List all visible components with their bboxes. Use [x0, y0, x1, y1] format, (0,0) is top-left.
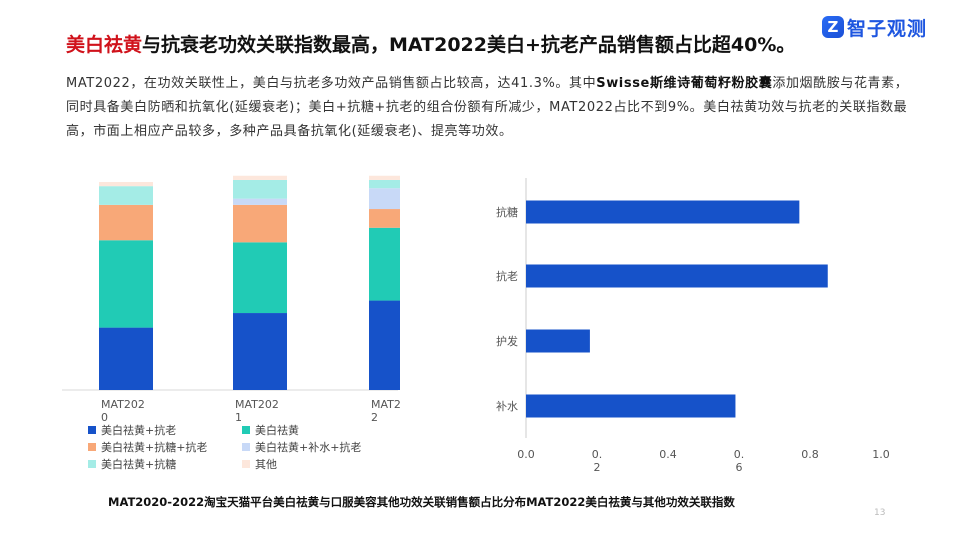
- x-tick-label-2-line0: 0.4: [659, 448, 677, 461]
- bar-segment-mat2020-s5: [99, 182, 153, 187]
- bar-segment-mat2022-s0: [369, 300, 400, 390]
- x-tick-label-mat2021-line1: 1: [235, 411, 242, 422]
- hbar-0: [526, 200, 800, 224]
- x-tick-label-1-line1: 2: [594, 461, 601, 474]
- bar-segment-mat2021-s2: [233, 204, 287, 243]
- x-tick-label-mat2021-line0: MAT202: [235, 398, 279, 411]
- bar-segment-mat2020-s4: [99, 186, 153, 205]
- x-tick-label-5-line0: 1.0: [872, 448, 890, 461]
- page-title: 美白祛黄与抗衰老功效关联指数最高，MAT2022美白+抗老产品销售额占比超40%…: [66, 30, 826, 57]
- logo-text: 智子观测: [847, 17, 928, 40]
- x-tick-label-1-line0: 0.: [592, 448, 603, 461]
- legend-item-1: 美白祛黄: [242, 422, 390, 438]
- chart-legend: 美白祛黄+抗老 美白祛黄美白祛黄+抗糖+抗老 美白祛黄+补水+抗老美白祛黄+抗糖 其他: [88, 422, 388, 472]
- legend-swatch-4: [88, 460, 96, 468]
- legend-label-2: 美白祛黄+抗糖+抗老: [101, 441, 208, 454]
- stacked-bar-chart: MAT2020MAT2021MAT2022: [62, 175, 400, 422]
- y-tick-label-1: 抗老: [496, 269, 518, 283]
- title-rest: 与抗衰老功效关联指数最高，MAT2022美白+抗老产品销售额占比超40%。: [142, 34, 796, 56]
- page-number: 13: [874, 508, 886, 518]
- bar-segment-mat2021-s3: [233, 198, 287, 205]
- legend-swatch-0: [88, 426, 96, 434]
- bar-segment-mat2022-s1: [369, 227, 400, 301]
- x-tick-label-mat2022-line0: MAT202: [371, 398, 400, 411]
- legend-label-3: 美白祛黄+补水+抗老: [255, 441, 362, 454]
- x-tick-label-mat2020-line0: MAT202: [101, 398, 145, 411]
- x-tick-label-mat2020-line1: 0: [101, 411, 108, 422]
- y-tick-label-2: 护发: [496, 334, 518, 348]
- bar-segment-mat2021-s1: [233, 242, 287, 314]
- bar-segment-mat2020-s2: [99, 204, 153, 241]
- x-tick-label-3-line0: 0.: [734, 448, 745, 461]
- bar-segment-mat2021-s4: [233, 179, 287, 199]
- bar-segment-mat2020-s1: [99, 240, 153, 328]
- description-part-1: MAT2022，在功效关联性上，美白与抗老多功效产品销售额占比较高，达41.3%…: [66, 76, 597, 91]
- x-tick-label-4-line0: 0.8: [801, 448, 819, 461]
- x-tick-label-0-line0: 0.0: [517, 448, 535, 461]
- legend-item-4: 美白祛黄+抗糖: [88, 456, 236, 472]
- bar-segment-mat2021-s0: [233, 313, 287, 390]
- legend-swatch-1: [242, 426, 250, 434]
- legend-label-0: 美白祛黄+抗老: [101, 424, 177, 437]
- description-part-2: 添加烟酰胺与花青素，同时具备美白防晒和抗氧化(延缓衰老)；美白+抗糖+抗老的组合…: [66, 76, 909, 139]
- bar-segment-mat2022-s3: [369, 188, 400, 210]
- title-highlight: 美白祛黄: [66, 34, 143, 56]
- legend-item-5: 其他: [242, 456, 390, 472]
- hbar-2: [526, 329, 590, 353]
- brand-logo: Z 智子观测: [822, 12, 950, 42]
- y-tick-label-3: 补水: [496, 400, 518, 413]
- legend-label-4: 美白祛黄+抗糖: [101, 458, 177, 471]
- legend-swatch-2: [88, 443, 96, 451]
- bar-segment-mat2022-s5: [369, 175, 400, 180]
- legend-label-1: 美白祛黄: [255, 424, 299, 437]
- x-tick-label-3-line1: 6: [736, 461, 743, 474]
- bar-segment-mat2020-s0: [99, 327, 153, 390]
- hbar-3: [526, 394, 736, 418]
- legend-item-2: 美白祛黄+抗糖+抗老: [88, 439, 236, 455]
- description-paragraph: MAT2022，在功效关联性上，美白与抗老多功效产品销售额占比较高，达41.3%…: [66, 72, 916, 144]
- hbar-1: [526, 264, 828, 288]
- description-bold-product: Swisse斯维诗葡萄籽粉胶囊: [596, 76, 773, 91]
- x-tick-label-mat2022-line1: 2: [371, 411, 378, 422]
- bar-segment-mat2022-s2: [369, 209, 400, 228]
- legend-label-5: 其他: [255, 458, 277, 471]
- legend-item-3: 美白祛黄+补水+抗老: [242, 439, 390, 455]
- y-tick-label-0: 抗糖: [496, 205, 518, 219]
- legend-swatch-3: [242, 443, 250, 451]
- bar-segment-mat2022-s4: [369, 179, 400, 189]
- legend-swatch-5: [242, 460, 250, 468]
- chart-caption: MAT2020-2022淘宝天猫平台美白祛黄与口服美容其他功效关联销售额占比分布…: [108, 495, 735, 509]
- bar-segment-mat2021-s5: [233, 175, 287, 180]
- legend-item-0: 美白祛黄+抗老: [88, 422, 236, 438]
- logo-icon: Z: [822, 16, 844, 38]
